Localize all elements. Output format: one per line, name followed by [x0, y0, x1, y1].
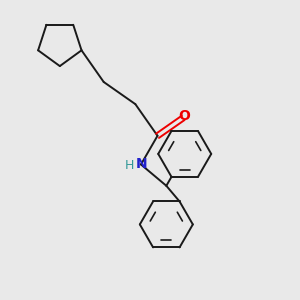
Text: O: O — [179, 110, 190, 123]
Text: N: N — [136, 158, 148, 172]
Text: H: H — [124, 160, 134, 172]
